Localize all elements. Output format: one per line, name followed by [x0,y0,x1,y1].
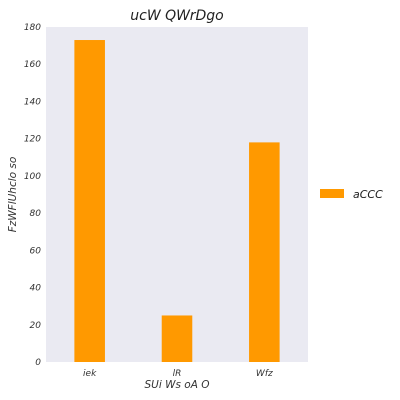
x-tick-label: lR [173,369,182,379]
y-tick-label: 80 [30,209,42,219]
x-tick-label: Wfz [256,369,273,379]
y-axis-label: FzWFlUhclo so [7,157,19,233]
legend-label: aCCC [353,188,383,201]
x-tick-label: iek [83,369,97,379]
y-tick-label: 140 [24,97,41,107]
x-axis-label: SUi Ws oA O [144,379,209,391]
chart-title: ucW QWrDgo [130,8,223,24]
y-tick-label: 120 [24,135,41,145]
legend-swatch [320,189,344,198]
bars [74,40,280,363]
bar-lR [161,315,193,362]
x-axis-ticks: iek lR Wfz [83,369,273,379]
y-axis-ticks: 0 20 40 60 80 100 120 140 160 180 [24,23,41,368]
y-tick-label: 40 [30,284,42,294]
legend: aCCC [320,188,383,201]
bar-iek [74,40,105,363]
y-tick-label: 0 [35,358,41,368]
bar-Wfz [249,142,280,362]
y-tick-label: 100 [24,172,41,182]
y-tick-label: 160 [24,60,41,70]
y-tick-label: 20 [30,321,42,331]
y-tick-label: 60 [30,246,42,256]
y-tick-label: 180 [24,23,41,33]
